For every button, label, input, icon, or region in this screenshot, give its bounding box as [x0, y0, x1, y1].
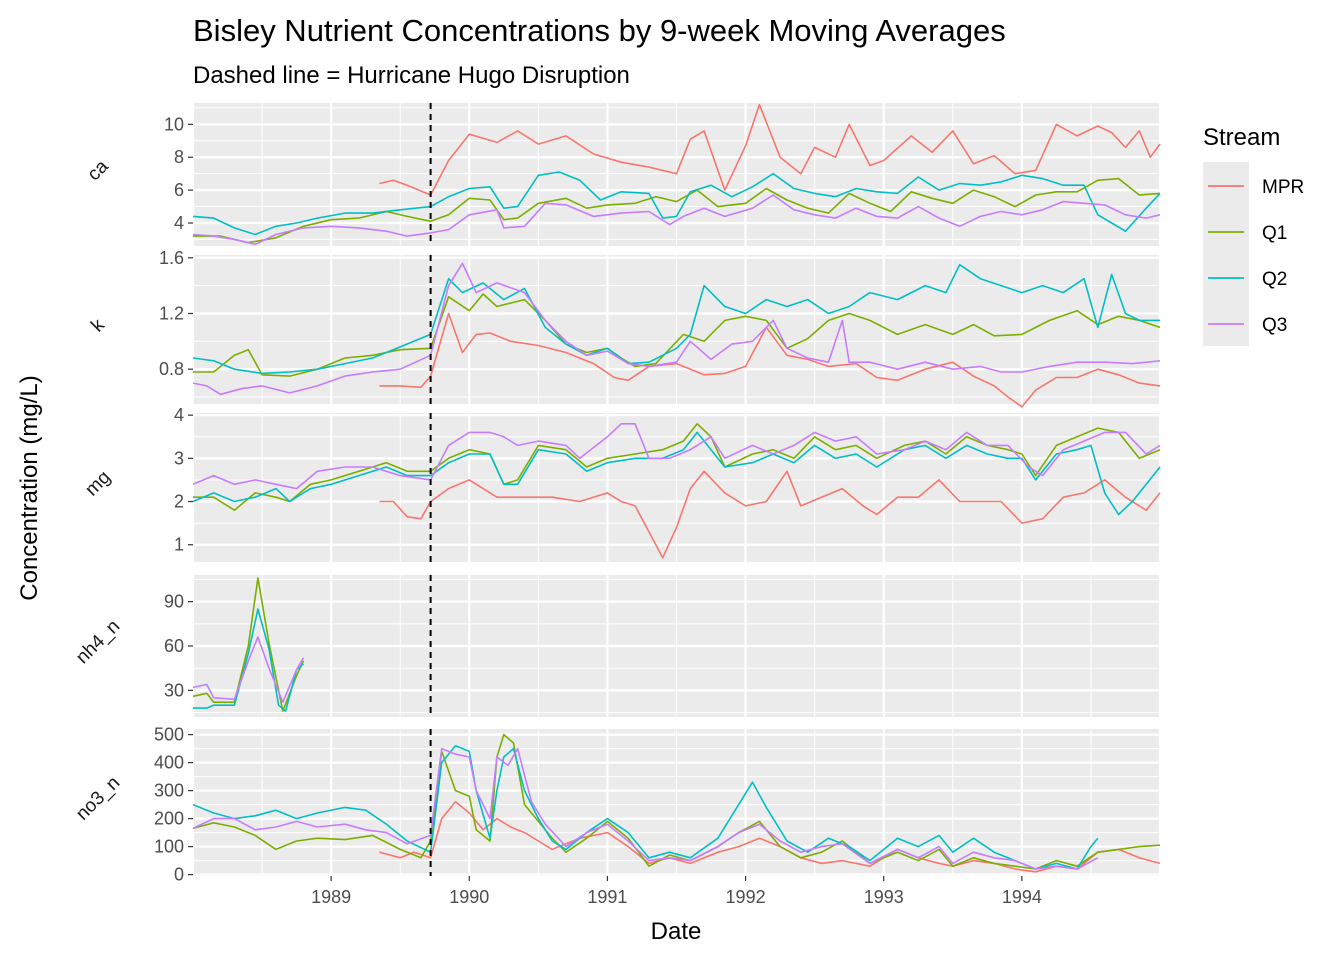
series-line-q3 — [192, 636, 305, 703]
y-tick-label: 0.8 — [159, 359, 184, 379]
y-tick-label: 1.2 — [159, 303, 184, 323]
facet-panels: 4 6 8 10 ca 0.8 1.2 1.6 k 1 2 3 4 mg 30 60 90 nh4_n 0 100 20… — [72, 103, 1162, 885]
y-tick-label: 8 — [174, 147, 184, 167]
legend-item-q3: Q3 — [1208, 315, 1287, 336]
series-line-q1 — [193, 423, 1161, 511]
y-tick-label: 10 — [164, 114, 184, 134]
facet-label-ca: ca — [84, 156, 113, 185]
x-tick-label: 1994 — [1002, 887, 1042, 907]
series-line-q2 — [193, 608, 305, 712]
y-tick-label: 0 — [174, 865, 184, 885]
series-line-q2 — [192, 171, 1161, 236]
facet-k: 0.8 1.2 1.6 k — [87, 248, 1162, 408]
legend-label: Q2 — [1262, 269, 1287, 290]
facet-label-nh4_n: nh4_n — [72, 616, 124, 668]
legend-item-mpr: MPR — [1208, 177, 1304, 198]
y-tick-label: 4 — [174, 213, 184, 233]
series-line-q3 — [192, 262, 1161, 396]
x-tick-label: 1993 — [864, 887, 904, 907]
x-tick-label: 1991 — [587, 887, 627, 907]
y-tick-label: 200 — [154, 809, 184, 829]
y-tick-label: 500 — [154, 725, 184, 745]
x-tick-label: 1990 — [449, 887, 489, 907]
y-tick-label: 1 — [174, 535, 184, 555]
y-axis-label: Concentration (mg/L) — [16, 375, 43, 600]
legend-label: MPR — [1262, 177, 1304, 198]
facet-label-k: k — [87, 314, 109, 336]
series-line-q3 — [192, 194, 1161, 246]
y-tick-label: 100 — [154, 837, 184, 857]
x-tick-label: 1992 — [726, 887, 766, 907]
y-tick-label: 4 — [174, 405, 184, 425]
y-tick-label: 90 — [164, 592, 184, 612]
chart-subtitle: Dashed line = Hurricane Hugo Disruption — [193, 62, 630, 89]
series-line-mpr — [379, 103, 1161, 196]
x-axis-label: Date — [651, 918, 702, 945]
y-tick-label: 3 — [174, 448, 184, 468]
legend-label: Q3 — [1262, 315, 1287, 336]
y-tick-label: 2 — [174, 492, 184, 512]
y-tick-label: 30 — [164, 680, 184, 700]
x-axis: 1989 1990 1991 1992 1993 1994 — [311, 876, 1042, 907]
facet-nh4_n: 30 60 90 nh4_n — [72, 575, 1162, 717]
facet-no3_n: 0 100 200 300 400 500 no3_n — [72, 725, 1162, 885]
series-line-q1 — [192, 733, 1161, 870]
legend-label: Q1 — [1262, 223, 1287, 244]
y-tick-label: 6 — [174, 180, 184, 200]
series-line-q1 — [193, 293, 1161, 377]
y-tick-label: 400 — [154, 753, 184, 773]
series-line-mpr — [379, 470, 1161, 559]
facet-mg: 1 2 3 4 mg — [81, 405, 1162, 562]
x-tick-label: 1989 — [311, 887, 351, 907]
legend-item-q2: Q2 — [1208, 269, 1287, 290]
y-tick-label: 60 — [164, 636, 184, 656]
series-line-q3 — [192, 747, 1099, 870]
legend-title: Stream — [1203, 124, 1280, 151]
chart-title: Bisley Nutrient Concentrations by 9-week… — [193, 13, 1006, 48]
legend-item-q1: Q1 — [1208, 223, 1287, 244]
facet-ca: 4 6 8 10 ca — [84, 103, 1162, 246]
legend-key-background — [1203, 162, 1249, 346]
series-line-q3 — [192, 423, 1161, 490]
series-line-q2 — [192, 745, 1099, 870]
y-tick-label: 300 — [154, 781, 184, 801]
legend: Stream MPR Q1 Q2 Q3 — [1203, 124, 1304, 346]
series-line-mpr — [379, 801, 1161, 873]
facet-label-no3_n: no3_n — [72, 773, 124, 825]
y-tick-label: 1.6 — [159, 248, 184, 268]
facet-label-mg: mg — [81, 467, 115, 501]
series-line-q2 — [192, 263, 1160, 375]
